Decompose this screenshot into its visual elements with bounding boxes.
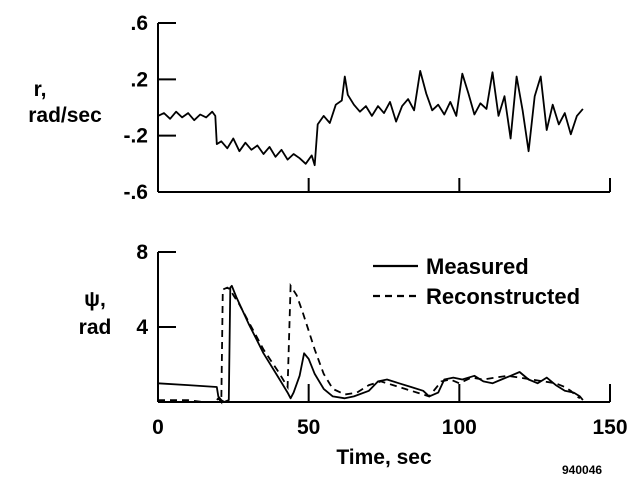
x-tick-label: 100 (442, 416, 477, 439)
x-tick-label: 0 (152, 416, 164, 439)
y-tick-label: .2 (130, 68, 148, 91)
x-ticks (307, 178, 611, 192)
legend-label-reconstructed: Reconstructed (426, 284, 580, 309)
legend-label-measured: Measured (426, 254, 529, 279)
series-group (157, 70, 584, 167)
panel-angular-rate: r, rad/sec .6 .2 -.2 -.6 (28, 12, 611, 204)
figure-id: 940046 (562, 463, 602, 477)
x-tick-label: 150 (592, 416, 627, 439)
series-group (157, 282, 584, 405)
x-ticks: 0 50 100 150 (152, 384, 628, 439)
series-line-reconstructed (158, 282, 581, 405)
y-tick-label: .6 (130, 12, 148, 35)
y-axis-label-line1: r, (34, 78, 47, 101)
y-axis-label-line2: rad (79, 316, 112, 339)
panel-heading-angle: ψ, rad 84 0 50 100 150 Measured Reconstruct… (79, 241, 628, 469)
series-line-measured (157, 284, 584, 403)
y-tick-label: -.6 (123, 181, 148, 204)
x-axis-label: Time, sec (336, 446, 432, 469)
y-tick-label: 8 (136, 241, 148, 264)
y-ticks: .6 .2 -.2 -.6 (123, 12, 176, 204)
y-axis-label-line1: ψ, (84, 288, 106, 311)
y-tick-label: 4 (136, 316, 148, 339)
y-axis-label-line2: rad/sec (28, 104, 102, 127)
y-ticks: 84 (136, 241, 176, 339)
legend: Measured Reconstructed (373, 254, 580, 309)
x-tick-label: 50 (297, 416, 320, 439)
y-tick-label: -.2 (123, 125, 148, 148)
series-line (157, 70, 584, 167)
